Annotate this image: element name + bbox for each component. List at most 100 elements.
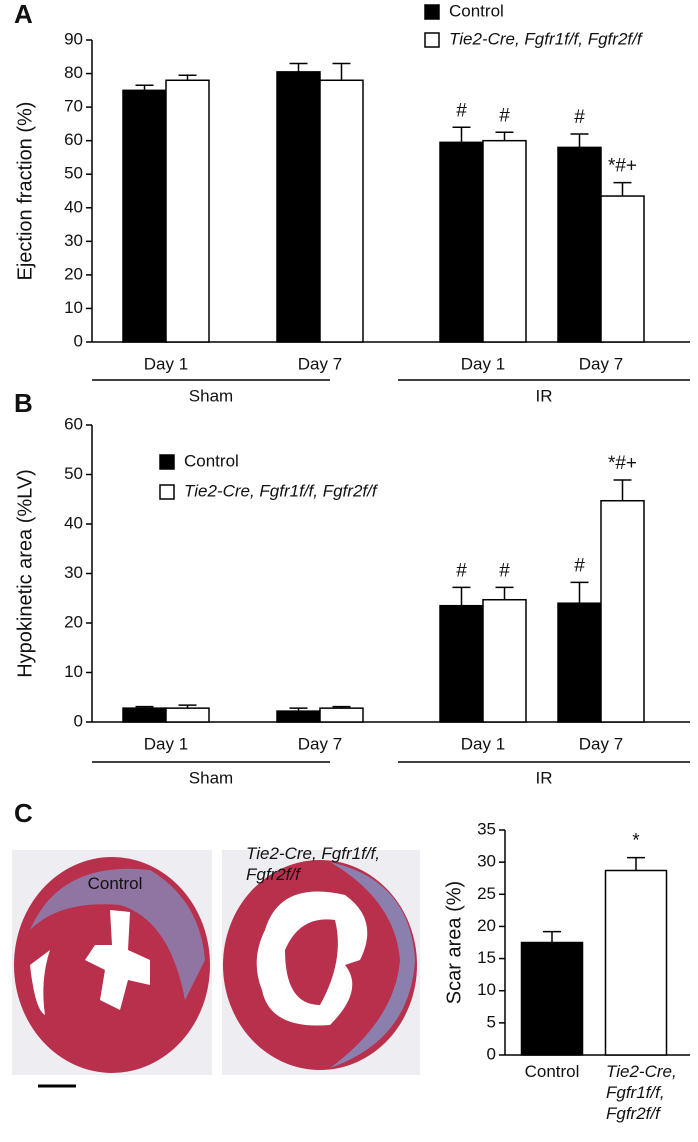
y-tick-label: 60 <box>64 130 83 149</box>
error-bar <box>178 704 197 709</box>
group-label: Sham <box>189 768 233 787</box>
y-tick-label: 10 <box>64 662 83 681</box>
x-tick-label: Day 7 <box>298 734 342 753</box>
x-tick-label: Control <box>524 1062 580 1081</box>
error-bar <box>543 930 561 943</box>
y-tick-label: 30 <box>64 563 83 582</box>
y-tick-label: 20 <box>64 264 83 283</box>
y-tick-label: 40 <box>64 513 83 532</box>
error-bar <box>135 705 154 709</box>
annotation: * <box>632 831 640 852</box>
annotation: # <box>456 560 467 581</box>
bar <box>557 602 602 723</box>
bar <box>604 869 668 1056</box>
y-tick-label: 90 <box>64 29 83 48</box>
bar <box>276 71 321 343</box>
error-bar <box>613 181 632 197</box>
y-tick-label: 20 <box>477 916 496 935</box>
y-tick-label: 30 <box>477 852 496 871</box>
x-tick-label: Day 1 <box>461 734 505 753</box>
y-tick-label: 10 <box>477 980 496 999</box>
x-tick-label: Day 7 <box>579 734 623 753</box>
legend-label: Tie2-Cre, Fgfr1f/f, Fgfr2f/f <box>449 29 644 48</box>
x-tick-label: Day 1 <box>461 354 505 373</box>
bar <box>520 941 584 1056</box>
y-tick-label: 40 <box>64 197 83 216</box>
y-tick-label: 10 <box>64 298 83 317</box>
y-tick-label: 25 <box>477 884 496 903</box>
error-bar <box>570 581 589 604</box>
y-tick-label: 0 <box>487 1044 496 1063</box>
bar <box>122 89 167 343</box>
annotation: # <box>574 107 585 128</box>
bar <box>122 707 167 723</box>
bar <box>165 707 210 723</box>
y-axis-label: Ejection fraction (%) <box>14 102 36 281</box>
bar <box>165 79 210 343</box>
legend-swatch <box>159 454 175 470</box>
error-bar <box>452 126 471 143</box>
y-tick-label: 0 <box>74 331 83 350</box>
annotation: # <box>499 560 510 581</box>
y-tick-label: 70 <box>64 97 83 116</box>
x-tick-label: Day 7 <box>298 354 342 373</box>
error-bar <box>495 131 514 141</box>
error-bar <box>495 586 514 600</box>
annotation: # <box>574 555 585 576</box>
y-axis-label: Hypokinetic area (%LV) <box>14 469 36 678</box>
error-bar <box>613 479 632 501</box>
y-tick-label: 80 <box>64 63 83 82</box>
group-label: IR <box>536 768 553 787</box>
annotation: # <box>499 105 510 126</box>
heart-section-control <box>12 850 212 1075</box>
error-bar <box>289 707 308 712</box>
legend-label: Control <box>449 1 504 20</box>
legend-swatch <box>159 484 175 500</box>
legend-label: Control <box>184 451 239 470</box>
bar <box>319 707 364 723</box>
legend-label: Tie2-Cre, Fgfr1f/f, Fgfr2f/f <box>184 481 379 500</box>
x-tick-label: Tie2-Cre, Fgfr1f/f, Fgfr2f/f <box>606 1062 677 1123</box>
bar <box>482 598 527 723</box>
y-tick-label: 50 <box>64 164 83 183</box>
y-axis-label: Scar area (%) <box>443 881 465 1004</box>
panel-label: B <box>14 388 33 418</box>
x-tick-label: Day 7 <box>579 354 623 373</box>
error-bar <box>332 62 351 81</box>
error-bar <box>627 856 645 871</box>
error-bar <box>332 705 351 709</box>
bar <box>600 499 645 723</box>
bar <box>482 139 527 343</box>
annotation: # <box>456 100 467 121</box>
bar <box>276 710 321 723</box>
error-bar <box>289 62 308 72</box>
x-tick-label: Day 1 <box>144 354 188 373</box>
error-bar <box>452 586 471 606</box>
y-tick-label: 60 <box>64 414 83 433</box>
bar <box>439 604 484 723</box>
bar <box>439 141 484 343</box>
image-caption: Control <box>87 874 143 893</box>
legend-swatch <box>424 32 440 48</box>
annotation: *#+ <box>608 453 637 474</box>
image-caption: Tie2-Cre, Fgfr1f/f, Fgfr2f/f <box>246 844 380 884</box>
y-tick-label: 35 <box>477 819 496 838</box>
error-bar <box>570 133 589 148</box>
bar <box>557 146 602 343</box>
y-tick-label: 50 <box>64 464 83 483</box>
y-tick-label: 20 <box>64 612 83 631</box>
y-tick-label: 5 <box>487 1012 496 1031</box>
bar <box>319 79 364 343</box>
panel-label: A <box>14 0 33 29</box>
y-tick-label: 15 <box>477 948 496 967</box>
group-label: Sham <box>189 386 233 405</box>
y-tick-label: 0 <box>74 711 83 730</box>
annotation: *#+ <box>608 156 637 177</box>
error-bar <box>178 74 197 81</box>
error-bar <box>135 84 154 91</box>
bar <box>600 195 645 343</box>
x-tick-label: Day 1 <box>144 734 188 753</box>
group-label: IR <box>536 386 553 405</box>
